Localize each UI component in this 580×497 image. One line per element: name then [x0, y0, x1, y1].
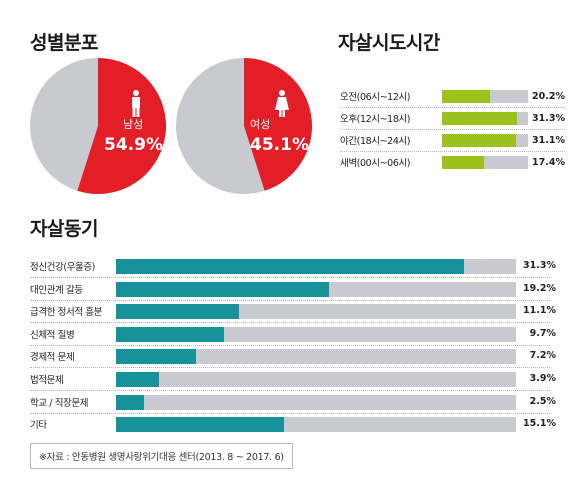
motive-bar-row: 정신건강(우울증) 31.3%: [30, 258, 556, 274]
time-bar: [442, 89, 491, 103]
motive-bar-value: 19.2%: [523, 282, 556, 294]
motive-bar-value: 2.5%: [529, 395, 556, 407]
motive-bar: [116, 281, 330, 297]
divider: [30, 322, 550, 323]
motive-bar-track: 11.1%: [116, 303, 556, 319]
motive-bar-track: 3.9%: [116, 371, 556, 387]
time-bar-track: [442, 89, 528, 103]
male-pie-chart: 남성 54.9%: [30, 58, 166, 194]
time-bar-label: 새벽(00시~06시): [340, 158, 411, 169]
motive-bar-row: 급격한 정서적 흥분 11.1%: [30, 303, 556, 319]
motive-bar-value: 15.1%: [523, 417, 556, 429]
divider: [340, 129, 565, 130]
time-bar-track: [442, 111, 528, 125]
motive-bar-label: 기타: [30, 420, 47, 431]
divider: [340, 107, 565, 108]
motive-title: 자살동기: [30, 218, 98, 240]
motive-bar-label: 정신건강(우울증): [30, 262, 95, 273]
motive-bar: [116, 326, 224, 342]
female-pie-slice: [244, 58, 312, 191]
time-bar-value: 17.4%: [532, 156, 565, 168]
time-bar-track: [442, 133, 528, 147]
motive-bar: [116, 371, 160, 387]
motive-bar-value: 7.2%: [529, 349, 556, 361]
motive-bar: [116, 394, 144, 410]
time-bar-value: 20.2%: [532, 90, 565, 102]
divider: [340, 151, 565, 152]
time-bar-row: 오후(12시~18시) 31.3%: [340, 110, 565, 126]
motive-bar-label: 학교 / 직장문제: [30, 398, 89, 409]
time-bar-label: 야간(18시~24시): [340, 136, 411, 147]
motive-bar-label: 대인관계 갈등: [30, 285, 83, 296]
motive-bar: [116, 303, 240, 319]
motive-bar-value: 3.9%: [529, 372, 556, 384]
time-bar: [442, 111, 517, 125]
time-bar-value: 31.3%: [532, 112, 565, 124]
divider: [30, 367, 550, 368]
motive-bar-row: 대인관계 갈등 19.2%: [30, 281, 556, 297]
motive-bar-track: 15.1%: [116, 416, 556, 432]
motive-bar-value: 11.1%: [523, 304, 556, 316]
motive-bar-track: 9.7%: [116, 326, 556, 342]
motive-bar-value: 9.7%: [529, 327, 556, 339]
motive-bar-row: 기타 15.1%: [30, 416, 556, 432]
motive-bar-row: 학교 / 직장문제 2.5%: [30, 394, 556, 410]
male-label: 남성: [123, 118, 143, 131]
motive-bar-label: 급격한 정서적 흥분: [30, 307, 102, 318]
time-bar: [442, 155, 484, 169]
motive-bar-label: 경제적 문제: [30, 352, 75, 363]
female-pie-chart: 여성 45.1%: [176, 58, 312, 194]
male-person-icon: [132, 90, 140, 117]
attempt-time-title: 자살시도시간: [338, 32, 440, 54]
divider: [30, 345, 550, 346]
divider: [30, 300, 550, 301]
motive-bar: [116, 258, 464, 274]
motive-bar-value: 31.3%: [523, 259, 556, 271]
gender-distribution-title: 성별분포: [30, 32, 98, 54]
time-bar-track: [442, 155, 528, 169]
motive-bar: [116, 416, 284, 432]
divider: [30, 413, 550, 414]
female-value-label: 45.1%: [250, 135, 309, 155]
motive-bar-label: 법적문제: [30, 375, 64, 386]
divider: [30, 277, 550, 278]
motive-bar: [116, 348, 196, 364]
divider: [30, 390, 550, 391]
male-value-label: 54.9%: [104, 135, 163, 155]
motive-bar-label: 신체적 질병: [30, 330, 75, 341]
time-bar-row: 오전(06시~12시) 20.2%: [340, 88, 565, 104]
motive-bar-track: 7.2%: [116, 348, 556, 364]
time-bar: [442, 133, 517, 147]
motive-bar-row: 법적문제 3.9%: [30, 371, 556, 387]
motive-bar-track: 31.3%: [116, 258, 556, 274]
motive-bar-track: 2.5%: [116, 394, 556, 410]
time-bar-value: 31.1%: [532, 134, 565, 146]
motive-bar-track: 19.2%: [116, 281, 556, 297]
female-label: 여성: [250, 118, 270, 131]
time-bar-row: 새벽(00시~06시) 17.4%: [340, 154, 565, 170]
time-bar-label: 오전(06시~12시): [340, 92, 411, 103]
motive-bar-row: 신체적 질병 9.7%: [30, 326, 556, 342]
time-bar-row: 야간(18시~24시) 31.1%: [340, 132, 565, 148]
time-bar-label: 오후(12시~18시): [340, 114, 411, 125]
source-note: ※자료 : 안동병원 생명사랑위기대응 센터(2013. 8 ~ 2017. 6…: [30, 443, 293, 469]
male-pie-slice: [77, 58, 166, 194]
female-person-icon: [275, 90, 289, 117]
motive-bar-row: 경제적 문제 7.2%: [30, 348, 556, 364]
